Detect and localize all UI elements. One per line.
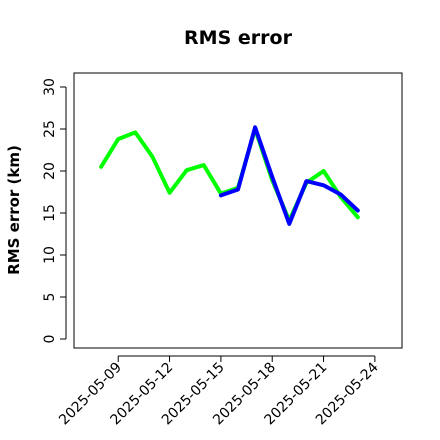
series-line-green [99, 127, 360, 223]
x-axis: 2025-05-092025-05-122025-05-152025-05-18… [56, 355, 382, 428]
y-tick-label: 30 [42, 78, 58, 96]
chart-title: RMS error [184, 27, 293, 49]
y-tick-label: 5 [42, 293, 58, 302]
series-line-blue [218, 125, 360, 226]
y-tick-label: 25 [42, 120, 58, 138]
y-tick-label: 0 [42, 335, 58, 344]
y-tick-label: 15 [42, 204, 58, 222]
y-tick-label: 10 [42, 246, 58, 264]
y-axis: 0 5 10 15 20 25 30 [42, 78, 67, 344]
series-layer [99, 125, 360, 226]
y-axis-label: RMS error (km) [5, 145, 23, 275]
y-tick-label: 20 [42, 162, 58, 180]
plot-area [73, 72, 403, 349]
